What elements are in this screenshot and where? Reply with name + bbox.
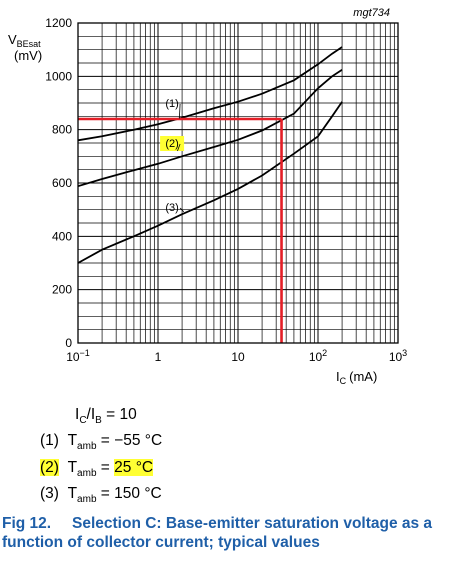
y-axis-label-sub: BEsat [17,39,42,49]
curves [77,46,343,264]
series-label-highlight [160,136,185,151]
y-tick-label: 600 [52,176,72,190]
legend-item-1-num: (1) [40,432,59,449]
y-tick-labels: 0 200 400 600 800 1000 1200 [45,16,72,350]
ratio-condition: IC/IB = 10 [75,406,137,426]
series-label-1: (1) [165,98,178,110]
x-axis-title: IC (mA) [336,369,377,386]
figure-id: mgt734 [353,7,390,19]
svg-text:VBEsat: VBEsat [8,32,41,49]
series-label-3: (3) [165,202,178,214]
legend-item-3-num: (3) [40,485,59,502]
x-tick-labels: 10−1 1 10 102 103 [66,348,407,364]
series-highlights [160,136,185,151]
y-tick-label: 400 [52,229,72,243]
figure-caption-text: Selection C: Base-emitter saturation vol… [2,515,433,551]
legend-item-3: (3) Tamb = 150 °C [40,485,162,505]
y-tick-label: 800 [52,123,72,137]
y-tick-label: 1200 [45,16,72,30]
x-axis-unit: (mA) [349,369,377,384]
grid [78,23,398,343]
legend-item-2: (2) Tamb = 25 °C [40,459,154,479]
legend-item-1-value: −55 °C [114,432,163,449]
y-tick-label: 0 [65,336,72,350]
series-labels: (1) (2) (3) [165,98,185,214]
series-label-2: (2) [165,138,178,150]
x-tick-label: 10−1 [66,348,90,364]
series-curve-3 [77,101,343,264]
y-axis-label: V [8,32,17,47]
base-emitter-saturation-chart: mgt734 VBEsat (mV) 0 200 400 600 800 1000 1200… [8,7,407,386]
y-tick-label: 1000 [45,69,72,83]
series-curve-2 [77,68,343,188]
x-axis-label-sub: C [340,376,347,386]
figure-caption: Fig 12. Selection C: Base-emitter saturat… [2,514,457,552]
legend-item-2-value: 25 °C [114,459,154,476]
x-axis-label: I [336,369,340,384]
y-axis-unit: (mV) [14,48,42,63]
series-label-leader [178,103,181,119]
series-curve-1 [77,46,343,142]
series-label-leader [179,207,185,213]
legend-item-1: (1) Tamb = −55 °C [40,432,163,452]
series-label-leader [177,143,181,152]
operating-point-marker [78,117,283,343]
legend-item-3-value: 150 °C [114,485,162,502]
y-tick-label: 200 [52,283,72,297]
x-tick-label: 102 [309,348,327,364]
x-tick-label: 10 [231,350,245,364]
figure-number: Fig 12. [2,515,52,532]
plot-frame [77,22,399,344]
legend-item-2-num: (2) [40,459,59,476]
y-axis-title: VBEsat (mV) [8,32,42,63]
x-tick-label: 1 [155,350,162,364]
x-tick-label: 103 [389,348,407,364]
